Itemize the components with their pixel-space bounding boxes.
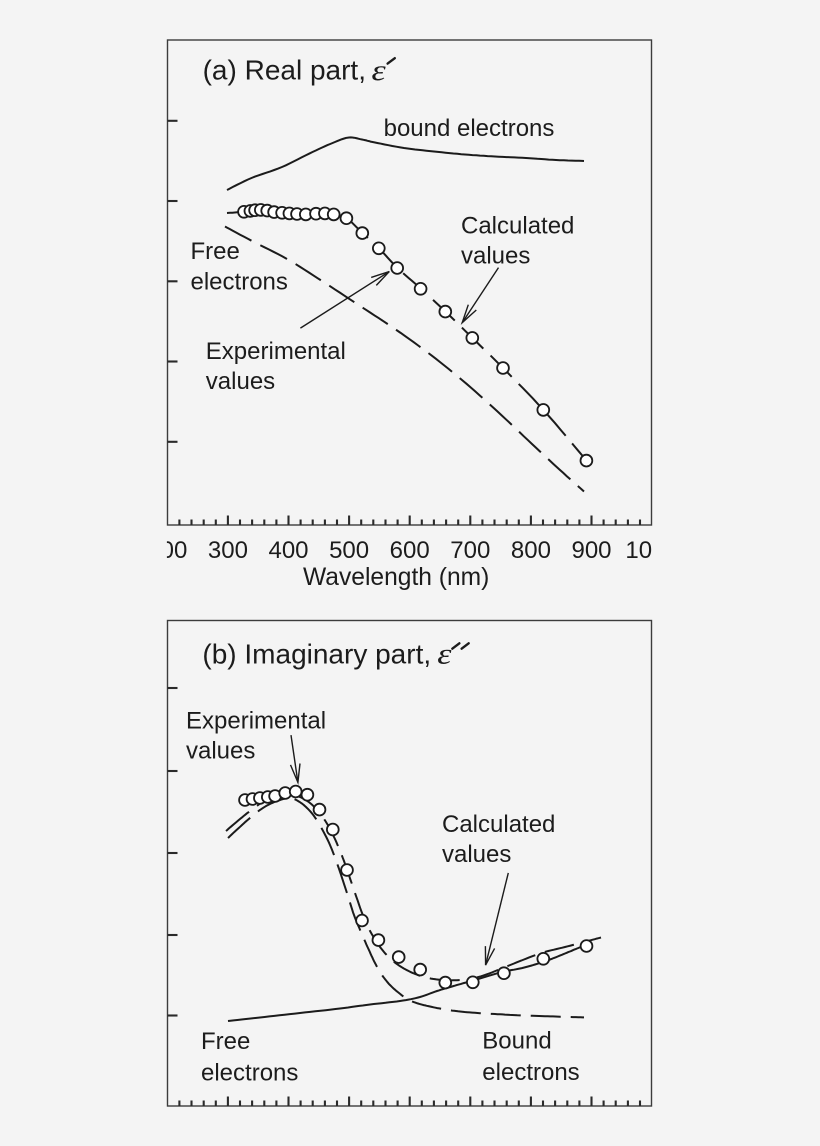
svg-text:900: 900 bbox=[571, 537, 611, 564]
svg-text:ε: ε bbox=[372, 54, 387, 87]
svg-text:Experimental: Experimental bbox=[206, 338, 346, 365]
svg-text:Free: Free bbox=[201, 1028, 250, 1055]
svg-text:values: values bbox=[442, 841, 511, 868]
svg-text:400: 400 bbox=[268, 537, 308, 564]
svg-text:(b) Imaginary part,: (b) Imaginary part, bbox=[202, 639, 431, 670]
svg-text:values: values bbox=[461, 243, 530, 270]
svg-text:600: 600 bbox=[390, 537, 430, 564]
svg-text:electrons: electrons bbox=[201, 1060, 298, 1087]
svg-text:Free: Free bbox=[191, 238, 240, 265]
svg-text:values: values bbox=[186, 738, 255, 765]
svg-text:Experimental: Experimental bbox=[186, 708, 326, 735]
svg-text:bound electrons: bound electrons bbox=[384, 115, 555, 142]
svg-text:Bound: Bound bbox=[482, 1028, 551, 1055]
svg-text:Calculated: Calculated bbox=[461, 213, 574, 240]
svg-text:700: 700 bbox=[450, 537, 490, 564]
svg-text:Calculated: Calculated bbox=[442, 811, 555, 838]
svg-text:200: 200 bbox=[147, 537, 187, 564]
svg-text:800: 800 bbox=[511, 537, 551, 564]
svg-text:500: 500 bbox=[329, 537, 369, 564]
svg-text:electrons: electrons bbox=[482, 1059, 579, 1086]
svg-text:values: values bbox=[206, 368, 275, 395]
svg-text:300: 300 bbox=[208, 537, 248, 564]
svg-text:electrons: electrons bbox=[191, 269, 288, 296]
svg-text:1000: 1000 bbox=[625, 537, 678, 564]
svg-text:ε: ε bbox=[437, 637, 452, 670]
svg-text:(a) Real part,: (a) Real part, bbox=[203, 55, 366, 86]
svg-text:Wavelength (nm): Wavelength (nm) bbox=[303, 564, 489, 591]
